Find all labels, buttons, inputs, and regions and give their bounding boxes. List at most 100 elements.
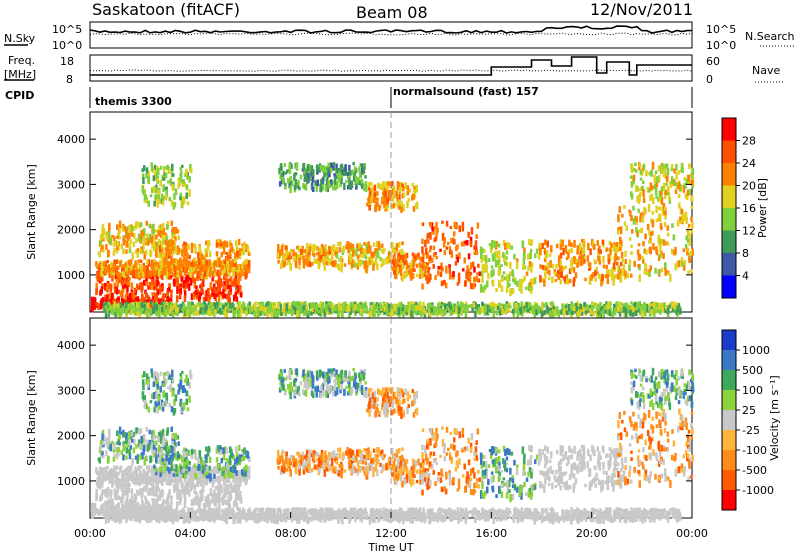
power-cell bbox=[557, 255, 561, 262]
velocity-cell bbox=[168, 492, 171, 498]
power-cell bbox=[523, 308, 526, 313]
y-tick-label: 4000 bbox=[57, 133, 85, 146]
power-cell bbox=[140, 281, 144, 287]
power-cell bbox=[505, 261, 509, 267]
power-cell bbox=[138, 271, 141, 278]
velocity-scatter bbox=[90, 367, 695, 525]
power-cell bbox=[478, 271, 482, 276]
power-cell bbox=[145, 220, 149, 226]
power-cell bbox=[361, 303, 365, 312]
power-cell bbox=[423, 263, 427, 267]
power-cell bbox=[172, 267, 176, 271]
power-cell bbox=[399, 254, 403, 260]
power-cell bbox=[584, 310, 588, 315]
power-cell bbox=[337, 310, 340, 318]
power-cell bbox=[549, 301, 552, 306]
power-cell bbox=[376, 306, 379, 311]
velocity-cell bbox=[237, 493, 241, 499]
velocity-cell bbox=[104, 467, 108, 474]
power-cell bbox=[100, 247, 103, 252]
power-cell bbox=[110, 304, 113, 312]
power-cell bbox=[513, 305, 517, 314]
power-cell bbox=[118, 309, 122, 314]
power-cell bbox=[154, 241, 158, 248]
power-cell bbox=[185, 245, 188, 251]
power-cell bbox=[477, 278, 481, 283]
power-cell bbox=[598, 245, 601, 250]
power-cell bbox=[184, 276, 188, 283]
velocity-cell bbox=[233, 484, 236, 492]
power-cell bbox=[449, 225, 453, 229]
power-cell bbox=[611, 311, 615, 318]
power-cell bbox=[95, 282, 98, 289]
power-cell bbox=[162, 298, 165, 304]
power-cell bbox=[115, 259, 118, 264]
power-cell bbox=[337, 168, 340, 172]
power-cell bbox=[364, 175, 367, 179]
power-cell bbox=[185, 168, 188, 176]
power-cell bbox=[461, 303, 464, 308]
power-cell bbox=[340, 174, 344, 178]
power-cell bbox=[448, 271, 452, 280]
power-cell bbox=[481, 301, 484, 306]
power-cell bbox=[307, 303, 311, 307]
power-cell bbox=[140, 309, 143, 315]
power-cell bbox=[555, 243, 559, 249]
power-cell bbox=[560, 272, 564, 279]
power-cell bbox=[328, 245, 331, 251]
power-cell bbox=[391, 310, 395, 316]
power-cell bbox=[242, 250, 246, 256]
power-cell bbox=[668, 304, 672, 308]
power-cell bbox=[406, 190, 410, 196]
power-cell bbox=[160, 260, 164, 268]
power-cell bbox=[684, 185, 687, 189]
power-cell bbox=[453, 239, 456, 245]
power-cell bbox=[125, 280, 128, 288]
velocity-cell bbox=[152, 486, 155, 491]
power-cell bbox=[462, 268, 465, 272]
velocity-cell bbox=[144, 498, 148, 505]
power-cell bbox=[174, 307, 178, 313]
power-cell bbox=[387, 303, 391, 312]
velocity-cell bbox=[170, 495, 173, 499]
power-cell bbox=[523, 302, 527, 308]
power-cell bbox=[684, 211, 688, 218]
power-cell bbox=[122, 264, 126, 272]
power-cell bbox=[293, 256, 296, 261]
power-cell bbox=[468, 274, 472, 283]
power-cell bbox=[165, 189, 169, 198]
power-cell bbox=[449, 309, 453, 316]
power-cell bbox=[223, 272, 226, 281]
power-cell bbox=[219, 281, 222, 287]
power-cell bbox=[363, 183, 366, 192]
power-cell bbox=[326, 253, 330, 258]
power-cell bbox=[560, 309, 563, 315]
power-cell bbox=[394, 264, 397, 273]
power-cell bbox=[464, 310, 468, 319]
power-cell bbox=[570, 264, 573, 272]
power-cell bbox=[485, 265, 488, 273]
power-cell bbox=[298, 263, 301, 270]
power-cell bbox=[642, 197, 646, 203]
power-cell bbox=[183, 267, 187, 273]
power-cell bbox=[381, 249, 384, 253]
power-cell bbox=[293, 185, 297, 191]
power-cell bbox=[193, 266, 197, 271]
power-cell bbox=[441, 220, 444, 224]
power-cell bbox=[686, 228, 689, 233]
power-cell bbox=[670, 166, 674, 172]
power-cell bbox=[139, 282, 142, 290]
power-cell bbox=[619, 307, 623, 315]
power-cell bbox=[184, 307, 188, 315]
power-cell bbox=[155, 186, 158, 194]
power-cell bbox=[319, 307, 323, 315]
power-cell bbox=[632, 180, 635, 184]
power-cell bbox=[145, 278, 149, 287]
power-cell bbox=[194, 263, 197, 269]
power-cell bbox=[215, 239, 219, 245]
power-cell bbox=[279, 165, 283, 171]
power-cell bbox=[298, 305, 301, 311]
power-cell bbox=[120, 275, 124, 280]
power-cell bbox=[317, 255, 321, 262]
power-cell bbox=[223, 280, 226, 289]
